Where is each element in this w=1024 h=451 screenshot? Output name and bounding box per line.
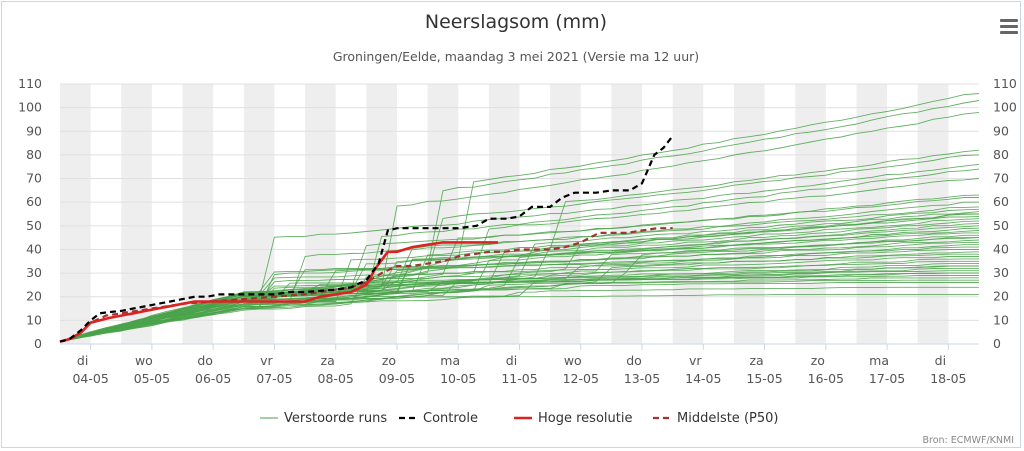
- x-tick-date: 11-05: [501, 371, 537, 386]
- y-tick-label-right: 90: [993, 123, 1009, 138]
- ensemble-run-line: [59, 258, 979, 343]
- ensemble-run-line: [59, 293, 979, 343]
- y-tick-label-right: 100: [993, 100, 1017, 115]
- legend-label: Controle: [423, 411, 478, 426]
- day-band: [672, 84, 704, 344]
- y-tick-label-right: 20: [993, 289, 1009, 304]
- credits[interactable]: Bron: ECMWF/KNMI: [923, 435, 1015, 446]
- y-tick-label-left: 50: [26, 218, 42, 233]
- ensemble-run-line: [59, 220, 980, 343]
- ensemble-run-line: [59, 265, 979, 343]
- x-tick-date: 04-05: [72, 371, 108, 386]
- chart-title: Neerslagsom (mm): [425, 11, 607, 33]
- x-tick-date: 18-05: [930, 371, 966, 386]
- x-tick-date: 13-05: [624, 371, 660, 386]
- x-tick-day: za: [321, 353, 335, 368]
- legend-item-controle[interactable]: Controle: [399, 411, 478, 426]
- y-tick-label-left: 110: [18, 76, 42, 91]
- y-tick-label-right: 30: [993, 265, 1009, 280]
- y-tick-label-right: 0: [993, 336, 1001, 351]
- x-tick-day: di: [935, 353, 946, 368]
- x-tick-date: 15-05: [746, 371, 782, 386]
- x-tick-day: di: [506, 353, 517, 368]
- menu-bar: [1000, 25, 1018, 28]
- legend-item-verstoorde-runs[interactable]: Verstoorde runs: [260, 411, 387, 426]
- ensemble-run-line: [59, 277, 979, 343]
- menu-bar: [1000, 31, 1018, 34]
- hamburger-menu-icon[interactable]: [998, 16, 1020, 38]
- x-tick-date: 05-05: [134, 371, 170, 386]
- y-tick-label-left: 10: [26, 312, 42, 327]
- ensemble-run-line: [59, 267, 979, 343]
- x-tick-day: di: [77, 353, 88, 368]
- x-tick-date: 07-05: [256, 371, 292, 386]
- x-tick-date: 16-05: [808, 371, 844, 386]
- x-tick-day: za: [749, 353, 763, 368]
- y-tick-label-left: 100: [18, 100, 42, 115]
- day-band: [60, 84, 91, 344]
- x-tick-date: 10-05: [440, 371, 476, 386]
- x-tick-date: 06-05: [195, 371, 231, 386]
- day-band: [366, 84, 397, 344]
- day-band: [733, 84, 765, 344]
- y-tick-label-left: 30: [26, 265, 42, 280]
- y-tick-label-right: 70: [993, 171, 1009, 186]
- x-tick-day: do: [626, 353, 642, 368]
- legend-label: Middelste (P50): [677, 411, 778, 426]
- x-axis: di 04-05 wo 05-05 do 06-05 vr 07-05 za 08-05 zo 09-…: [72, 344, 967, 386]
- day-band: [856, 84, 888, 344]
- x-tick-date: 17-05: [869, 371, 905, 386]
- y-axis-right: 0 10 20 30 40 50 60 70 80 90 100 110: [993, 76, 1017, 351]
- x-tick-day: ma: [869, 353, 889, 368]
- y-tick-label-right: 110: [993, 76, 1017, 91]
- day-band: [121, 84, 152, 344]
- legend-label: Verstoorde runs: [284, 411, 387, 426]
- series-group: [59, 93, 980, 343]
- x-tick-day: ma: [440, 353, 460, 368]
- ensemble-run-line: [59, 260, 979, 343]
- y-tick-label-left: 80: [26, 147, 42, 162]
- y-tick-label-right: 40: [993, 241, 1009, 256]
- y-tick-label-left: 70: [26, 171, 42, 186]
- x-tick-date: 12-05: [563, 371, 599, 386]
- y-tick-label-left: 20: [26, 289, 42, 304]
- y-tick-label-right: 60: [993, 194, 1009, 209]
- x-tick-day: zo: [811, 353, 825, 368]
- day-band: [488, 84, 520, 344]
- ensemble-run-line: [59, 249, 979, 343]
- x-tick-day: do: [197, 353, 213, 368]
- y-tick-label-right: 10: [993, 312, 1009, 327]
- x-tick-day: vr: [689, 353, 702, 368]
- legend-label: Hoge resolutie: [538, 411, 632, 426]
- menu-bar: [1000, 19, 1018, 22]
- ensemble-run-line: [59, 227, 980, 343]
- day-band: [427, 84, 459, 344]
- ensemble-run-line: [59, 286, 979, 343]
- x-tick-date: 09-05: [379, 371, 415, 386]
- chart-subtitle: Groningen/Eelde, maandag 3 mei 2021 (Ver…: [333, 49, 699, 64]
- ensemble-run-line: [59, 253, 979, 343]
- y-tick-label-right: 80: [993, 147, 1009, 162]
- x-tick-day: vr: [260, 353, 273, 368]
- legend-item-hoge-resolutie[interactable]: Hoge resolutie: [514, 411, 632, 426]
- x-tick-date: 14-05: [685, 371, 721, 386]
- y-tick-label-right: 50: [993, 218, 1009, 233]
- legend: Verstoorde runs Controle Hoge resolutie Mid…: [260, 411, 778, 426]
- y-tick-label-left: 90: [26, 123, 42, 138]
- y-tick-label-left: 40: [26, 241, 42, 256]
- legend-item-middelste[interactable]: Middelste (P50): [653, 411, 778, 426]
- x-tick-day: wo: [564, 353, 582, 368]
- x-tick-day: wo: [135, 353, 153, 368]
- y-tick-label-left: 60: [26, 194, 42, 209]
- high-resolution-line: [59, 241, 499, 343]
- x-tick-date: 08-05: [318, 371, 354, 386]
- x-tick-day: zo: [382, 353, 396, 368]
- y-tick-label-left: 0: [34, 336, 42, 351]
- y-axis-left: 0 10 20 30 40 50 60 70 80 90 100 110: [18, 76, 42, 351]
